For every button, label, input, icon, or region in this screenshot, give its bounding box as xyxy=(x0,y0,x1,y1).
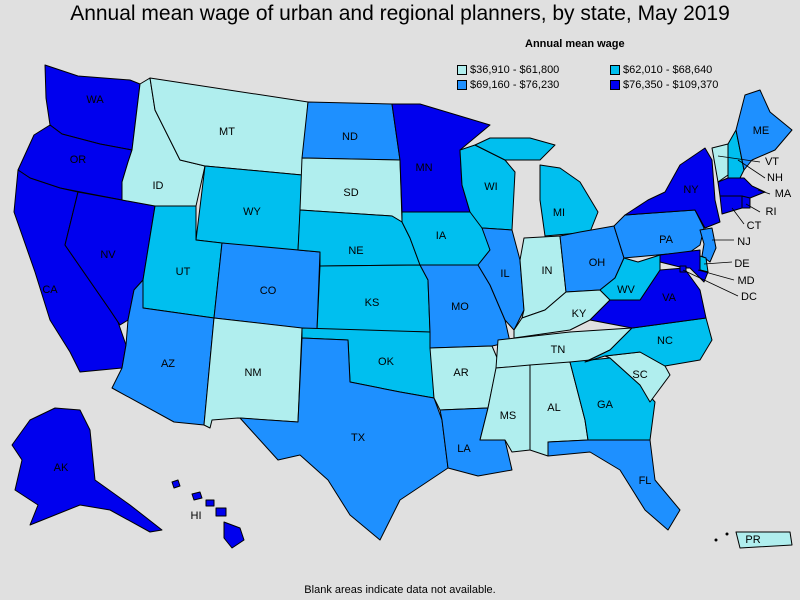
state-fl[interactable] xyxy=(547,439,681,531)
state-nh[interactable] xyxy=(727,129,745,179)
state-ak[interactable] xyxy=(11,407,163,533)
legend-swatch-4 xyxy=(610,80,620,90)
label-me: ME xyxy=(753,125,770,137)
state-ma[interactable] xyxy=(717,177,766,199)
label-in: IN xyxy=(542,265,553,277)
ri-leader-line xyxy=(745,203,761,213)
state-vt[interactable] xyxy=(711,143,729,183)
label-tn: TN xyxy=(551,344,566,356)
dc-leader-line xyxy=(682,269,739,297)
label-nv: NV xyxy=(100,249,116,261)
label-sd: SD xyxy=(343,187,358,199)
label-ct: CT xyxy=(747,220,762,232)
label-al: AL xyxy=(547,402,560,414)
state-nc[interactable] xyxy=(584,317,713,367)
legend-label-4: $76,350 - $109,370 xyxy=(623,79,719,91)
label-ks: KS xyxy=(365,297,380,309)
label-az: AZ xyxy=(161,358,175,370)
label-fl: FL xyxy=(639,475,652,487)
label-ut: UT xyxy=(176,266,191,278)
label-ne: NE xyxy=(348,245,363,257)
label-wa: WA xyxy=(86,94,104,106)
legend-swatch-3 xyxy=(457,80,467,90)
label-ky: KY xyxy=(572,308,587,320)
md-leader-line xyxy=(697,269,735,281)
legend-title: Annual mean wage xyxy=(525,38,625,50)
legend-swatch-2 xyxy=(610,65,620,75)
label-ma: MA xyxy=(775,188,792,200)
legend-label-3: $69,160 - $76,230 xyxy=(470,79,560,91)
vt-leader-line xyxy=(717,155,761,163)
state-mi[interactable] xyxy=(474,137,599,237)
ct-leader-line xyxy=(731,207,745,225)
ma-leader-line xyxy=(757,189,771,195)
state-ri[interactable] xyxy=(741,195,751,209)
state-ct[interactable] xyxy=(719,195,743,215)
label-ar: AR xyxy=(453,367,468,379)
label-mn: MN xyxy=(415,162,432,174)
legend-item-1: $36,910 - $61,800 xyxy=(457,64,559,76)
label-ga: GA xyxy=(597,399,614,411)
label-la: LA xyxy=(457,443,471,455)
label-pr: PR xyxy=(745,534,760,546)
label-mi: MI xyxy=(553,207,565,219)
label-vt: VT xyxy=(765,156,779,168)
label-il: IL xyxy=(500,268,509,280)
legend-label-2: $62,010 - $68,640 xyxy=(623,64,713,76)
label-ok: OK xyxy=(378,356,395,368)
legend-label-1: $36,910 - $61,800 xyxy=(470,64,560,76)
state-pr[interactable] xyxy=(735,531,793,549)
label-wv: WV xyxy=(617,284,635,296)
label-wi: WI xyxy=(484,181,497,193)
pr-islet xyxy=(714,538,718,542)
state-ny[interactable] xyxy=(624,147,721,229)
map-title: Annual mean wage of urban and regional p… xyxy=(70,2,730,25)
label-ak: AK xyxy=(54,462,69,474)
label-de: DE xyxy=(734,258,749,270)
legend-item-2: $62,010 - $68,640 xyxy=(610,64,712,76)
label-pa: PA xyxy=(659,234,674,246)
state-nj[interactable] xyxy=(699,227,717,263)
nh-leader-line xyxy=(737,159,766,179)
de-leader-line xyxy=(703,261,733,265)
label-co: CO xyxy=(260,285,277,297)
label-oh: OH xyxy=(589,257,606,269)
label-nh: NH xyxy=(767,172,783,184)
label-wy: WY xyxy=(243,206,261,218)
label-nm: NM xyxy=(244,367,261,379)
label-id: ID xyxy=(153,180,164,192)
label-tx: TX xyxy=(351,432,366,444)
label-ms: MS xyxy=(500,410,517,422)
label-ny: NY xyxy=(683,184,699,196)
label-nc: NC xyxy=(657,335,673,347)
label-nj: NJ xyxy=(737,236,750,248)
state-tx[interactable] xyxy=(239,337,449,541)
label-ri: RI xyxy=(766,206,777,218)
legend-item-3: $69,160 - $76,230 xyxy=(457,79,559,91)
label-mo: MO xyxy=(451,301,469,313)
label-sc: SC xyxy=(632,369,647,381)
state-me[interactable] xyxy=(735,89,793,171)
label-va: VA xyxy=(662,292,677,304)
label-ia: IA xyxy=(436,230,447,242)
state-il[interactable] xyxy=(477,227,525,331)
label-md: MD xyxy=(737,275,754,287)
label-ca: CA xyxy=(42,284,58,296)
legend-swatch-1 xyxy=(457,65,467,75)
label-dc: DC xyxy=(741,291,757,303)
state-hi[interactable] xyxy=(171,479,245,549)
label-mt: MT xyxy=(219,126,235,138)
footnote: Blank areas indicate data not available. xyxy=(304,584,496,596)
label-or: OR xyxy=(70,154,87,166)
pr-islet xyxy=(725,532,729,536)
label-hi: HI xyxy=(191,510,202,522)
legend-item-4: $76,350 - $109,370 xyxy=(610,79,718,91)
label-nd: ND xyxy=(342,131,358,143)
